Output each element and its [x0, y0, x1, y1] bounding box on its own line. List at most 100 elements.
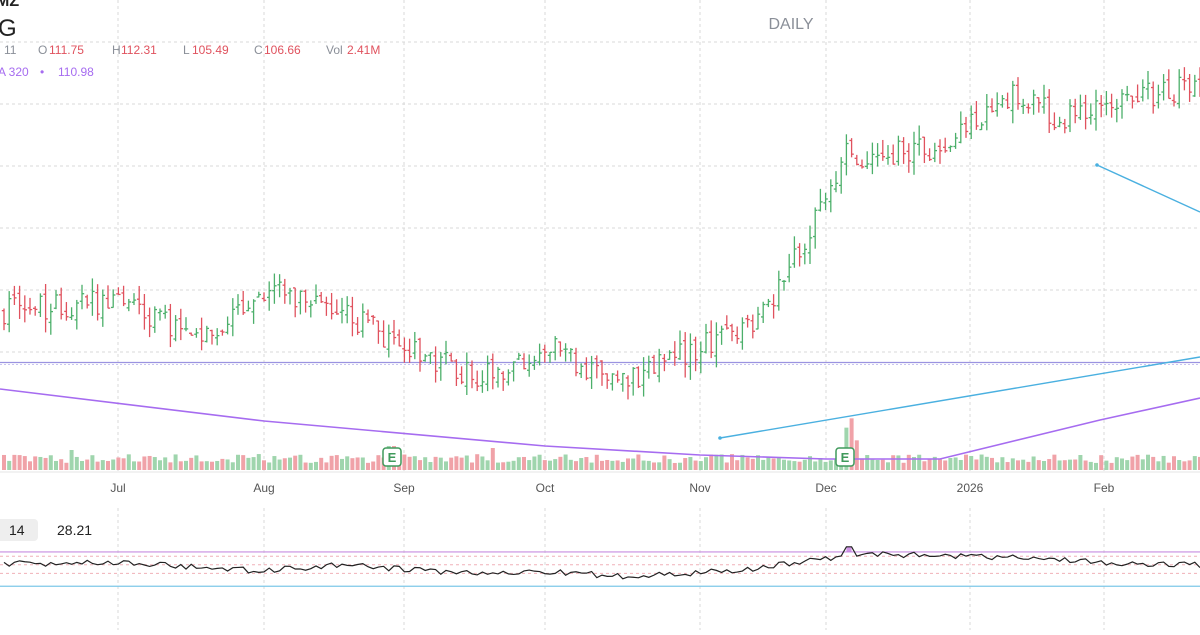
volume-bar: [849, 418, 854, 470]
volume-bar: [438, 457, 443, 470]
volume-bar: [787, 460, 792, 470]
volume-bar: [886, 462, 890, 470]
volume-bar: [449, 457, 454, 470]
volume-bar: [147, 455, 152, 470]
volume-bar: [672, 462, 677, 470]
volume-bar: [54, 460, 58, 470]
volume-bar: [251, 457, 256, 470]
volume-bar: [470, 462, 474, 470]
ohlc-low-value: 105.49: [192, 43, 229, 57]
volume-bar: [792, 461, 797, 470]
volume-bar: [1151, 456, 1156, 470]
volume-bar: [1005, 462, 1010, 470]
volume-bar: [938, 459, 942, 470]
x-tick-label: Nov: [689, 481, 710, 495]
moving-average: [0, 388, 1200, 460]
volume-bar: [776, 457, 781, 470]
volume-bar: [652, 462, 656, 470]
volume-bar: [111, 459, 116, 470]
volume-bar: [896, 455, 901, 470]
volume-bar: [740, 454, 745, 470]
volume-bar: [74, 456, 79, 470]
earnings-marker[interactable]: E: [382, 447, 402, 467]
volume-bar: [766, 457, 771, 470]
volume-bar: [220, 458, 225, 470]
volume-bar: [1088, 461, 1093, 470]
volume-bar: [563, 454, 568, 470]
volume-bar: [600, 460, 604, 470]
volume-bar: [1042, 460, 1046, 470]
trendline-handle[interactable]: [718, 436, 722, 440]
volume-bar: [418, 460, 422, 470]
volume-bar: [594, 454, 599, 470]
rsi-label-chip[interactable]: [0, 519, 38, 541]
earnings-label: E: [841, 450, 850, 465]
volume-bar: [756, 455, 760, 470]
trendline-handle[interactable]: [1095, 163, 1099, 167]
volume-bar: [173, 454, 178, 470]
volume-bar: [433, 456, 438, 470]
volume-bar: [106, 461, 110, 470]
volume-bar: [64, 462, 69, 470]
volume-bar: [880, 459, 885, 470]
trendline-rising[interactable]: [719, 356, 1200, 439]
volume-bar: [995, 462, 1000, 470]
volume-bar: [246, 457, 251, 470]
volume-bar: [407, 456, 412, 470]
volume-bar: [485, 460, 490, 470]
volume-bar: [1094, 462, 1098, 470]
volume-bar: [683, 458, 688, 470]
volume-bar: [126, 454, 131, 470]
interval-label[interactable]: DAILY: [768, 16, 813, 33]
volume-bar: [33, 456, 38, 470]
volume-bar: [282, 458, 287, 470]
rsi-overbought-fill: [846, 546, 852, 552]
volume-bar: [802, 459, 807, 470]
volume-bar: [236, 454, 240, 470]
volume-bar: [631, 458, 636, 470]
volume-bar: [782, 459, 786, 470]
volume-bar: [865, 455, 870, 470]
volume-bar: [1156, 461, 1161, 470]
volume-bar: [584, 457, 589, 470]
volume-bar: [678, 462, 682, 470]
volume-bar: [298, 454, 303, 470]
volume-bar: [906, 454, 911, 470]
volume-bar: [974, 459, 979, 470]
volume-bar: [532, 456, 537, 470]
volume-bar: [308, 462, 313, 470]
volume-bar: [1078, 455, 1083, 470]
volume-bar: [1016, 460, 1020, 470]
volume-bar: [698, 461, 703, 470]
earnings-badge: [835, 447, 855, 467]
volume-bar: [574, 461, 578, 470]
volume-bar: [610, 460, 615, 470]
volume-bar: [95, 461, 100, 470]
volume-bar: [558, 456, 563, 470]
x-tick-label: Jul: [110, 481, 125, 495]
volume-bar: [542, 460, 547, 470]
earnings-marker[interactable]: E: [835, 447, 855, 467]
volume-bar: [553, 459, 558, 470]
volume-bar: [688, 457, 693, 470]
trendline-falling[interactable]: [1096, 164, 1200, 213]
ohlc-open-value: 111.75: [49, 43, 84, 57]
volume-bar: [69, 450, 74, 470]
volume-bar: [1198, 456, 1200, 470]
volume-bar: [293, 455, 298, 470]
volume-bar: [340, 458, 344, 470]
volume-bar: [958, 459, 963, 470]
volume-bar: [1000, 457, 1005, 470]
brand-fragment: MZ: [0, 0, 19, 10]
volume-bar: [194, 455, 199, 470]
trendlines[interactable]: [718, 163, 1200, 440]
volume-bar: [329, 455, 334, 470]
volume-bar: [215, 460, 220, 470]
x-tick-label: 2026: [957, 481, 984, 495]
x-axis: Jul Aug Sep Oct Nov Dec 2026 Feb: [110, 481, 1114, 495]
ma-dot-icon: •: [40, 65, 44, 79]
volume-bar: [1146, 454, 1150, 470]
